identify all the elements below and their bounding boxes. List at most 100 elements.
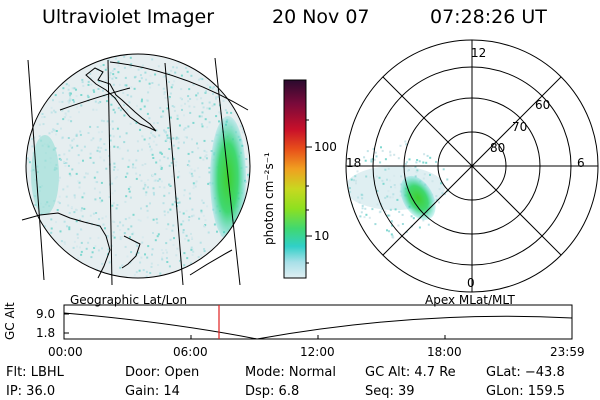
speckle-pixel (150, 262, 153, 265)
speckle-pixel (191, 238, 194, 240)
speckle-pixel (73, 240, 76, 243)
speckle-pixel (85, 172, 87, 175)
speckle-pixel (130, 63, 133, 65)
speckle-pixel (373, 158, 376, 161)
speckle-pixel (245, 166, 248, 168)
speckle-pixel (111, 77, 114, 80)
speckle-pixel (111, 120, 114, 123)
speckle-pixel (160, 180, 163, 183)
speckle-pixel (137, 218, 140, 221)
speckle-pixel (176, 117, 179, 120)
speckle-pixel (98, 191, 101, 194)
speckle-pixel (90, 139, 93, 142)
speckle-pixel (61, 109, 64, 112)
alt-tick-1-8: 1.8 (36, 326, 56, 340)
speckle-pixel (101, 217, 104, 220)
speckle-pixel (180, 74, 183, 77)
speckle-pixel (96, 181, 99, 184)
speckle-pixel (391, 221, 394, 224)
speckle-pixel (169, 185, 172, 187)
speckle-pixel (168, 164, 171, 167)
speckle-pixel (144, 253, 146, 256)
speckle-pixel (52, 99, 54, 102)
speckle-pixel (384, 158, 387, 161)
speckle-pixel (116, 146, 119, 149)
speckle-pixel (109, 71, 112, 74)
polar-speckle (348, 140, 449, 239)
speckle-pixel (90, 77, 93, 80)
speckle-pixel (140, 77, 143, 80)
speckle-pixel (174, 164, 177, 167)
speckle-pixel (73, 100, 75, 103)
speckle-pixel (162, 110, 165, 113)
speckle-pixel (196, 142, 198, 145)
info-glon: GLon: 159.5 (486, 384, 566, 399)
speckle-pixel (163, 210, 166, 213)
speckle-pixel (104, 68, 107, 71)
speckle-pixel (73, 196, 76, 199)
speckle-pixel (57, 179, 60, 182)
speckle-pixel (363, 156, 366, 159)
speckle-pixel (97, 88, 100, 90)
speckle-pixel (92, 137, 95, 140)
speckle-pixel (355, 179, 357, 182)
speckle-pixel (77, 154, 80, 157)
speckle-pixel (165, 242, 168, 245)
lat-60-label: 60 (535, 98, 551, 112)
speckle-pixel (187, 95, 190, 98)
speckle-pixel (171, 229, 174, 232)
speckle-pixel (204, 155, 207, 158)
speckle-pixel (68, 226, 71, 229)
speckle-pixel (55, 130, 58, 132)
speckle-pixel (375, 175, 378, 178)
speckle-pixel (94, 181, 97, 183)
speckle-pixel (201, 78, 204, 81)
speckle-pixel (193, 184, 195, 187)
speckle-pixel (181, 98, 183, 101)
speckle-pixel (190, 232, 192, 235)
speckle-pixel (196, 98, 199, 101)
speckle-pixel (386, 229, 388, 232)
speckle-pixel (112, 73, 115, 76)
speckle-pixel (205, 90, 207, 93)
speckle-pixel (147, 245, 150, 248)
speckle-pixel (69, 97, 71, 100)
speckle-pixel (153, 179, 156, 182)
speckle-pixel (212, 92, 214, 95)
speckle-pixel (107, 248, 110, 251)
speckle-pixel (168, 129, 171, 132)
speckle-pixel (73, 194, 76, 197)
speckle-pixel (87, 241, 90, 244)
speckle-pixel (364, 159, 367, 162)
speckle-pixel (159, 151, 162, 154)
speckle-pixel (175, 161, 178, 164)
time-tick-0600: 06:00 (173, 345, 208, 359)
speckle-pixel (379, 161, 382, 164)
speckle-pixel (215, 97, 217, 100)
speckle-pixel (189, 98, 192, 100)
speckle-pixel (58, 202, 61, 205)
speckle-pixel (150, 130, 153, 133)
speckle-pixel (33, 136, 36, 139)
speckle-pixel (416, 159, 419, 161)
speckle-pixel (169, 92, 172, 95)
speckle-pixel (170, 175, 173, 178)
altitude-ylabel: GC Alt (3, 302, 17, 340)
speckle-pixel (139, 261, 142, 264)
speckle-pixel (113, 162, 116, 165)
speckle-pixel (188, 164, 191, 167)
speckle-pixel (102, 89, 104, 92)
speckle-pixel (69, 116, 72, 118)
speckle-pixel (162, 252, 165, 255)
speckle-pixel (103, 143, 106, 146)
speckle-pixel (97, 131, 100, 134)
speckle-pixel (241, 131, 244, 134)
speckle-pixel (74, 208, 77, 211)
speckle-pixel (108, 76, 111, 79)
speckle-pixel (202, 106, 205, 109)
speckle-pixel (152, 140, 155, 143)
polar-aurora-emission (400, 175, 436, 221)
speckle-pixel (101, 247, 103, 250)
speckle-pixel (400, 175, 403, 178)
speckle-pixel (146, 112, 149, 115)
